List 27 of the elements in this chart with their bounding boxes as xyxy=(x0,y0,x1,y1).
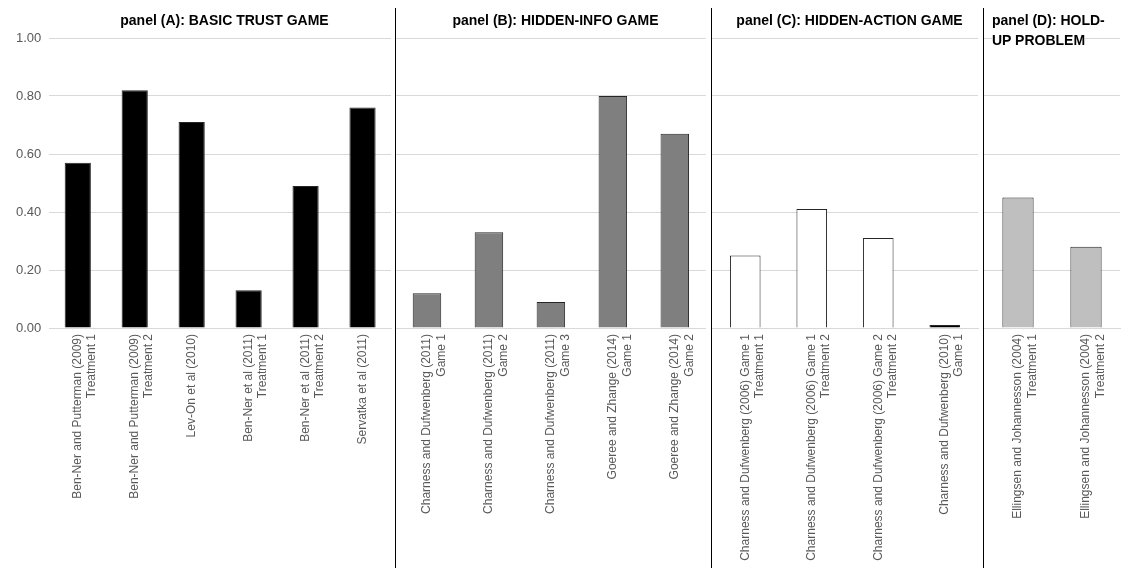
x-tick-label: Goeree and Zhange (2014) Game 2 xyxy=(667,333,696,480)
chart-title: panel (B): HIDDEN-INFO GAME xyxy=(452,12,659,28)
x-tick-label: Servatka et al (2011) xyxy=(354,334,369,445)
y-tick-label: 1.00 xyxy=(15,29,42,45)
y-tick-label: 0.60 xyxy=(15,145,42,161)
y-tick-label: 0.40 xyxy=(15,203,42,219)
x-tick-label: Ellingsen and Johannesson (2004) Treatment 2 xyxy=(1078,333,1107,519)
y-tick-label: 0.80 xyxy=(15,87,42,103)
x-tick-label: Goeree and Zhange (2014) Game 1 xyxy=(605,333,634,480)
x-tick-label: Charness and Dufwenberg (2006) Game 1 Treatment 2 xyxy=(804,333,833,561)
x-tick-label: Ben-Ner et al (2011) Treatment 1 xyxy=(240,333,270,442)
y-tick-label: 0.00 xyxy=(15,319,42,335)
x-tick-label: Charness and Dufwenberg (2006) Game 1 Treatment 1 xyxy=(737,333,766,561)
x-tick-label: Charness and Dufwenberg (2011) Game 3 xyxy=(543,333,572,514)
x-tick-label: Lev-On et al (2010) xyxy=(183,334,198,438)
x-tick-label: Ben-Ner et al (2011) Treatment 2 xyxy=(297,333,327,442)
chart-title: panel (D): HOLD-UP PROBLEM xyxy=(992,12,1105,48)
x-tick-label: Charness and Dufwenberg (2006) Game 2 Treatment 2 xyxy=(870,333,899,561)
x-tick-label: Ben-Ner and Putterman (2009) Treatment 1 xyxy=(70,333,99,499)
x-tick-label: Charness and Dufwenberg (2010) Game 1 xyxy=(937,333,966,515)
x-tick-label: Charness and Dufwenberg (2011) Game 2 xyxy=(481,333,510,514)
x-tick-label: Ben-Ner and Putterman (2009) Treatment 2 xyxy=(127,333,156,499)
chart-title: panel (C): HIDDEN-ACTION GAME xyxy=(736,12,963,28)
chart-title: panel (A): BASIC TRUST GAME xyxy=(120,12,329,28)
x-tick-label: Charness and Dufwenberg (2011) Game 1 xyxy=(419,333,448,514)
x-tick-label: Ellingsen and Johannesson (2004) Treatment 1 xyxy=(1010,333,1039,519)
y-tick-label: 0.20 xyxy=(15,261,42,277)
